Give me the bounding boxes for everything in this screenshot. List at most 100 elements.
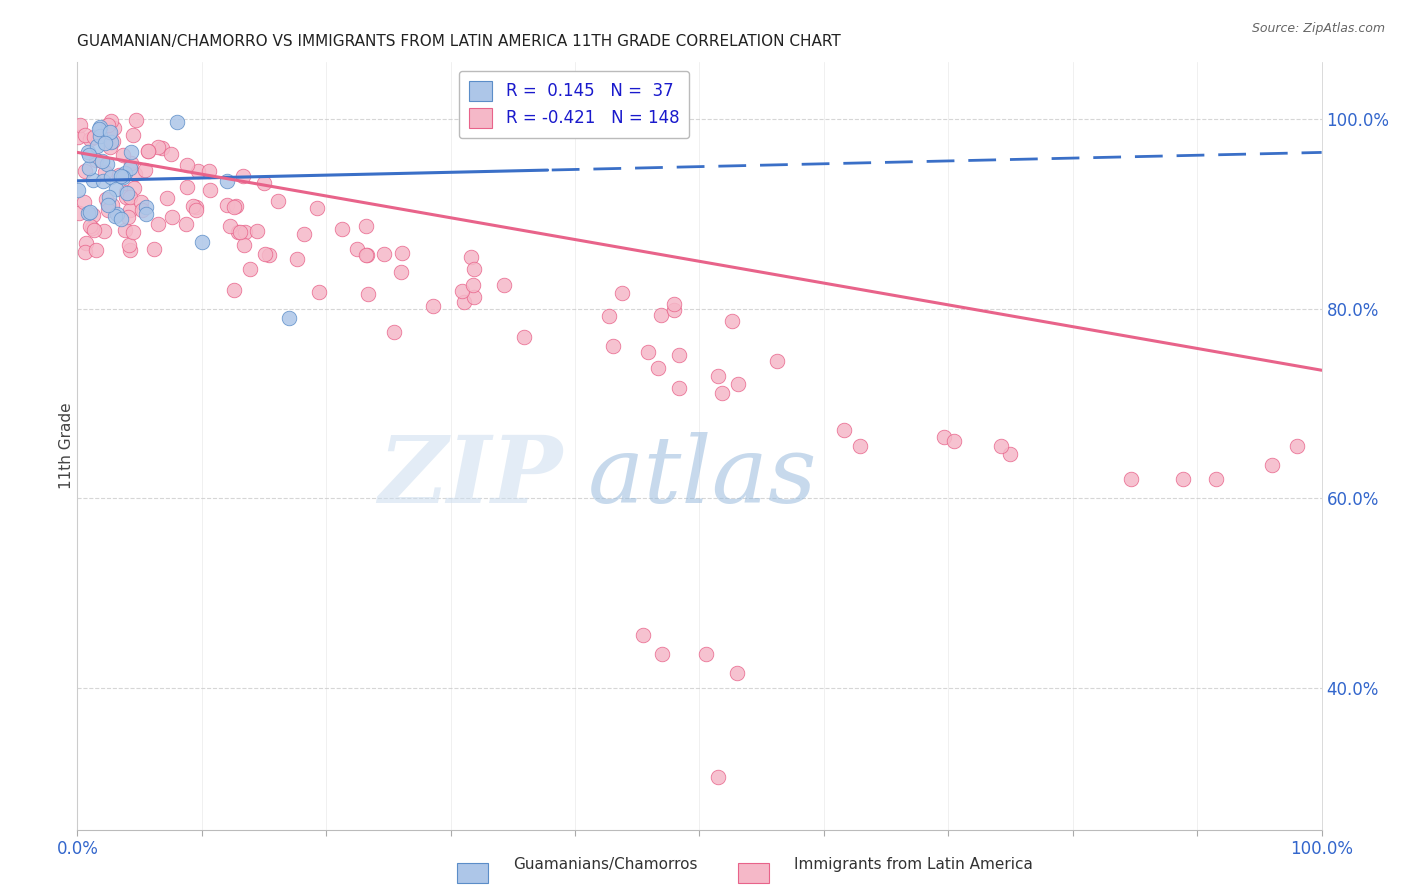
Point (166, 115, 188, 129)
Point (118, 203, 141, 218)
Point (176, 179, 198, 194)
Point (668, 381, 690, 395)
Point (849, 439, 872, 453)
Point (215, 174, 238, 188)
Point (159, 146, 181, 161)
Point (668, 348, 690, 362)
Point (200, 183, 222, 197)
Point (228, 225, 250, 239)
Point (96, 203, 118, 218)
Point (135, 207, 157, 221)
Point (77, 161, 100, 176)
Point (122, 128, 145, 142)
Point (160, 210, 183, 224)
Point (93, 224, 115, 238)
Point (120, 155, 142, 169)
Point (97, 118, 120, 132)
Point (79, 148, 101, 162)
Point (115, 186, 138, 200)
Point (183, 199, 205, 213)
Point (66, 183, 89, 197)
Point (356, 219, 378, 233)
Point (766, 353, 789, 368)
Point (98, 125, 121, 139)
Point (100, 113, 122, 128)
Point (118, 243, 141, 257)
Point (118, 161, 141, 175)
Point (695, 648, 717, 662)
Point (174, 217, 197, 231)
Point (108, 168, 131, 182)
Point (720, 314, 742, 328)
Point (494, 277, 516, 292)
Text: ZIP: ZIP (378, 432, 562, 522)
Point (253, 176, 276, 190)
Point (75, 236, 97, 251)
Point (124, 167, 146, 181)
Point (100, 135, 122, 149)
Point (1119, 472, 1142, 486)
Point (136, 145, 159, 159)
Point (1261, 458, 1284, 472)
Text: Source: ZipAtlas.com: Source: ZipAtlas.com (1251, 22, 1385, 36)
Point (232, 169, 254, 184)
Point (460, 250, 482, 264)
Point (100, 170, 122, 185)
Point (103, 121, 125, 136)
Point (98, 190, 121, 204)
Point (122, 181, 145, 195)
Point (114, 165, 136, 179)
Point (76, 205, 98, 219)
Point (125, 112, 148, 127)
Point (217, 198, 239, 212)
Point (129, 195, 152, 210)
Point (82, 172, 104, 186)
Point (277, 311, 299, 326)
Y-axis label: 11th Grade: 11th Grade (59, 402, 73, 490)
Point (82, 208, 104, 222)
Point (389, 265, 412, 279)
Point (114, 190, 136, 204)
Point (1000, 447, 1022, 461)
Legend: R =  0.145   N =  37, R = -0.421   N = 148: R = 0.145 N = 37, R = -0.421 N = 148 (458, 70, 689, 138)
Point (90, 153, 112, 168)
Point (101, 134, 124, 148)
Point (990, 439, 1012, 453)
Point (117, 210, 139, 224)
Point (305, 201, 328, 215)
Point (610, 285, 633, 300)
Point (86, 243, 108, 257)
Point (254, 247, 277, 261)
Point (105, 207, 128, 221)
Point (121, 225, 143, 239)
Point (67, 206, 90, 220)
Point (94, 165, 117, 179)
Point (184, 202, 207, 217)
Point (725, 666, 748, 681)
Point (72, 195, 94, 210)
Point (83, 222, 105, 236)
Point (114, 223, 136, 237)
Point (710, 386, 733, 401)
Point (89, 120, 111, 135)
Point (97, 196, 120, 211)
Point (187, 164, 209, 178)
Point (152, 141, 174, 155)
Point (176, 158, 198, 172)
Point (75, 244, 97, 259)
Point (602, 339, 624, 353)
Point (707, 771, 730, 785)
Point (598, 309, 620, 323)
Point (330, 222, 353, 236)
Point (101, 197, 124, 211)
Point (89, 122, 111, 136)
Point (1171, 472, 1194, 486)
Point (285, 252, 308, 266)
Point (294, 227, 316, 241)
Point (932, 430, 955, 444)
Point (98, 131, 121, 145)
Point (391, 246, 413, 260)
Point (707, 369, 730, 384)
Point (97, 198, 120, 212)
Point (228, 226, 250, 240)
